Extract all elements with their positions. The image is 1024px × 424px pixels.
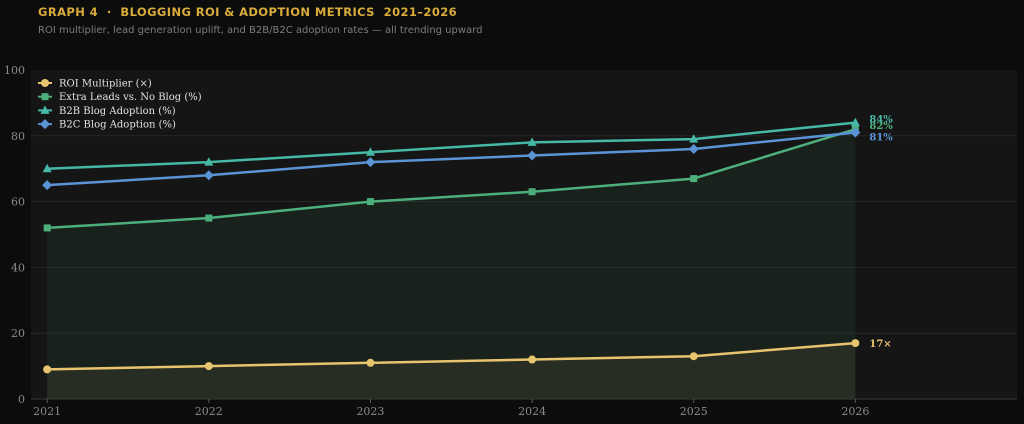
data-point-roi-multiplier	[366, 358, 375, 367]
legend-marker-b2b-blog-adoption	[40, 105, 50, 114]
data-point-extra-leads-vs-no-blog	[528, 188, 536, 196]
data-point-b2c-blog-adoption	[42, 180, 53, 191]
end-label-b2c-blog-adoption: 81%	[869, 133, 893, 144]
grid-lines	[31, 135, 1017, 334]
data-point-b2b-blog-adoption	[204, 157, 214, 166]
area-roi-multiplier	[47, 343, 856, 399]
y-tick-label: 60	[11, 196, 25, 209]
legend-label-b2c-blog-adoption: B2C Blog Adoption (%)	[59, 120, 176, 131]
data-point-extra-leads-vs-no-blog	[366, 198, 374, 206]
data-point-roi-multiplier	[204, 362, 213, 371]
chart-title: GRAPH 4 · BLOGGING ROI & ADOPTION METRIC…	[38, 5, 458, 19]
data-point-extra-leads-vs-no-blog	[43, 224, 51, 232]
end-label-roi-multiplier: 17×	[869, 339, 891, 350]
x-tick-label: 2022	[195, 405, 223, 418]
data-point-b2b-blog-adoption	[42, 163, 52, 173]
y-tick-label: 0	[18, 393, 25, 406]
data-point-b2c-blog-adoption	[688, 143, 699, 154]
end-label-b2b-blog-adoption: 84%	[869, 115, 893, 126]
legend-label-extra-leads-vs-no-blog: Extra Leads vs. No Blog (%)	[59, 92, 202, 103]
data-point-b2c-blog-adoption	[850, 127, 861, 138]
x-tick-label: 2024	[518, 405, 546, 418]
y-tick-label: 20	[11, 327, 25, 340]
area-extra-leads-vs-no-blog	[47, 129, 856, 399]
end-label-extra-leads-vs-no-blog: 82%	[869, 121, 893, 132]
y-tick-label: 80	[11, 130, 25, 143]
chart-subtitle: ROI multiplier, lead generation uplift, …	[38, 25, 483, 36]
legend-marker-b2c-blog-adoption	[40, 119, 50, 130]
x-tick-label: 2025	[680, 405, 708, 418]
series-line-extra-leads-vs-no-blog	[47, 128, 856, 230]
data-point-b2c-blog-adoption	[203, 170, 214, 181]
legend-marker-roi-multiplier	[41, 79, 49, 87]
data-point-b2b-blog-adoption	[850, 117, 860, 127]
x-tick-label: 2023	[356, 405, 384, 418]
data-point-b2b-blog-adoption	[689, 134, 699, 143]
axes: 0 20 40 60 80 100 2021 2022 2023 2024 2025 2026	[4, 64, 1017, 418]
data-point-roi-multiplier	[689, 352, 698, 361]
series-line-b2c-blog-adoption	[47, 131, 856, 187]
y-tick-label: 40	[11, 261, 25, 274]
series-line-b2b-blog-adoption	[47, 121, 856, 170]
data-point-extra-leads-vs-no-blog	[690, 175, 698, 183]
x-tick-label: 2026	[841, 405, 869, 418]
data-point-extra-leads-vs-no-blog	[205, 214, 213, 222]
data-point-b2b-blog-adoption	[527, 137, 537, 146]
legend-label-roi-multiplier: ROI Multiplier (×)	[59, 79, 152, 90]
legend-label-b2b-blog-adoption: B2B Blog Adoption (%)	[59, 106, 176, 117]
data-point-roi-multiplier	[43, 365, 52, 374]
area-fills	[47, 129, 856, 399]
series-lines	[42, 117, 861, 374]
series-line-roi-multiplier	[47, 341, 856, 371]
data-point-b2c-blog-adoption	[365, 157, 376, 168]
end-labels: 17× 82%84% 81%	[869, 115, 893, 350]
data-point-roi-multiplier	[851, 339, 860, 348]
y-tick-label: 100	[4, 64, 25, 77]
legend: ROI Multiplier (×) Extra Leads vs. No Blo…	[38, 79, 202, 131]
data-point-b2c-blog-adoption	[527, 150, 538, 161]
data-point-roi-multiplier	[528, 355, 537, 364]
x-tick-label: 2021	[33, 405, 61, 418]
data-point-b2b-blog-adoption	[365, 147, 375, 156]
legend-marker-extra-leads-vs-no-blog	[41, 93, 49, 101]
